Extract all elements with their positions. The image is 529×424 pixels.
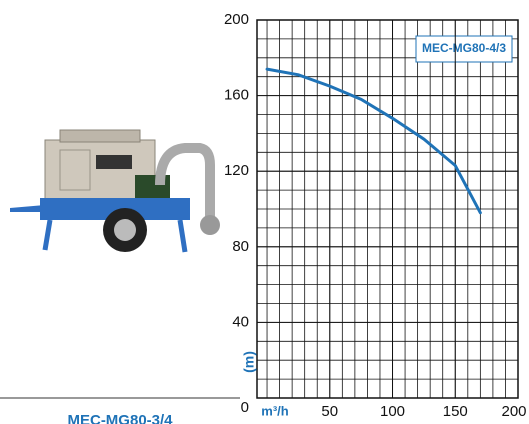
- x-tick-label: 50: [321, 403, 338, 420]
- y-tick-label: 200: [224, 11, 249, 28]
- curve: [265, 67, 482, 215]
- y-tick-label: 0: [241, 399, 249, 416]
- y-tick-label: 120: [224, 162, 249, 179]
- x-tick-label: 200: [501, 403, 526, 420]
- y-tick-label: 40: [232, 313, 249, 330]
- pump-illustration: [0, 129, 240, 399]
- chart-title: MEC-MG80-3/4: [67, 412, 173, 424]
- y-axis-label: (m): [241, 351, 257, 373]
- legend-label: MEC-MG80-4/3: [422, 41, 506, 55]
- y-tick-label: 80: [232, 238, 249, 255]
- y-tick-label: 160: [224, 87, 249, 104]
- x-tick-label: 100: [380, 403, 405, 420]
- legend-box: [415, 35, 513, 63]
- x-tick-label: 150: [443, 403, 468, 420]
- x-axis-label: m³/h: [261, 403, 289, 418]
